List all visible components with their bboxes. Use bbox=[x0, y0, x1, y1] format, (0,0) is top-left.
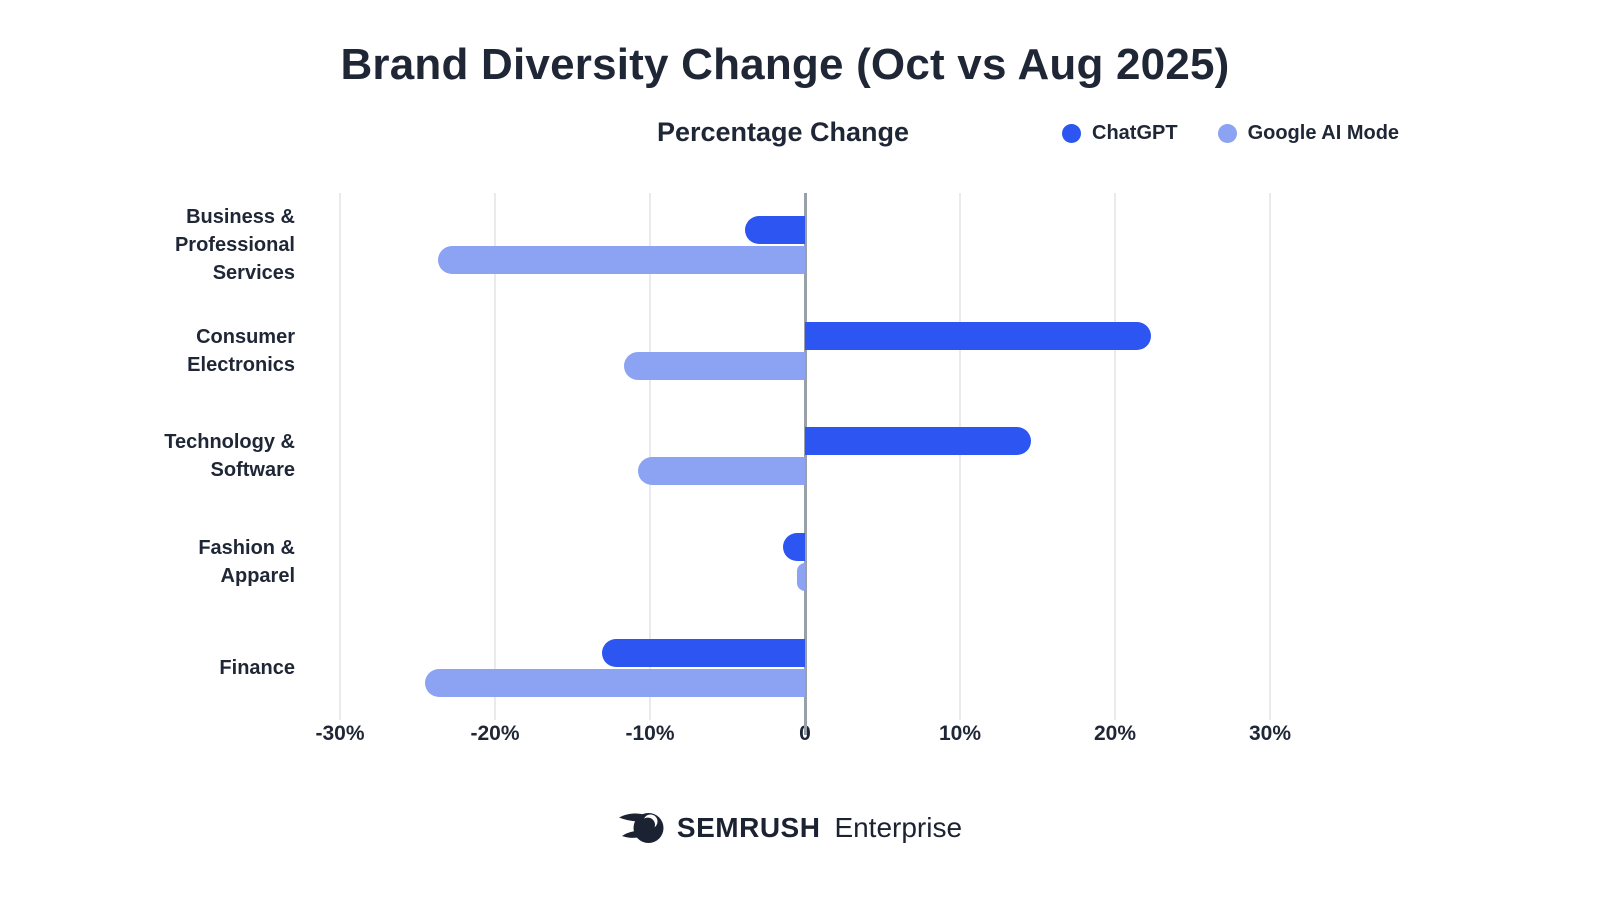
legend-label-chatgpt: ChatGPT bbox=[1092, 122, 1178, 144]
gridline bbox=[649, 193, 651, 720]
legend-item-chatgpt: ChatGPT bbox=[1062, 122, 1178, 145]
google-ai-mode-dot-icon bbox=[1217, 124, 1237, 143]
category-axis-labels: Business & Professional Services Consumer El… bbox=[90, 0, 295, 900]
bar-google-ai-mode-fashion-apparel bbox=[797, 563, 805, 591]
axis-title: Percentage Change bbox=[656, 117, 910, 147]
x-tick-label: 20% bbox=[1093, 722, 1137, 745]
x-axis: -30%-20%-10%010%20%30% bbox=[0, 722, 1600, 752]
x-tick-label: -20% bbox=[470, 722, 520, 745]
zero-axis-line bbox=[803, 193, 807, 735]
gridline bbox=[1114, 193, 1116, 720]
x-tick-label: -10% bbox=[625, 722, 675, 745]
legend-label-google-ai-mode: Google AI Mode bbox=[1247, 122, 1400, 144]
gridline bbox=[1269, 193, 1271, 720]
category-label-finance: Finance bbox=[219, 657, 295, 679]
legend-item-google-ai-mode: Google AI Mode bbox=[1217, 122, 1400, 145]
chart-title: Brand Diversity Change (Oct vs Aug 2025) bbox=[340, 40, 1230, 89]
bar-google-ai-mode-business-professional-services bbox=[437, 246, 805, 274]
bar-chatgpt-fashion-apparel bbox=[783, 533, 805, 561]
x-tick-label: 30% bbox=[1248, 722, 1292, 745]
bar-google-ai-mode-finance bbox=[425, 669, 805, 697]
gridline bbox=[959, 193, 961, 720]
x-tick-label: 10% bbox=[938, 722, 982, 745]
bar-chatgpt-business-professional-services bbox=[744, 216, 805, 244]
bar-chatgpt-technology-software bbox=[805, 427, 1032, 455]
category-label-business-professional-services: Business & Professional Services bbox=[174, 206, 295, 284]
bar-google-ai-mode-technology-software bbox=[637, 457, 805, 485]
plot-area bbox=[339, 193, 1271, 735]
gridline bbox=[339, 193, 341, 720]
legend: ChatGPT Google AI Mode bbox=[1062, 122, 1399, 145]
chatgpt-dot-icon bbox=[1062, 124, 1081, 143]
bar-chatgpt-consumer-electronics bbox=[805, 322, 1151, 350]
bar-chatgpt-finance bbox=[601, 639, 805, 667]
x-tick-label: -30% bbox=[315, 722, 365, 745]
footer-brand-suffix: Enterprise bbox=[834, 812, 963, 843]
semrush-logo-icon bbox=[618, 813, 664, 843]
gridline bbox=[494, 193, 496, 720]
category-label-consumer-electronics: Consumer Electronics bbox=[187, 326, 295, 376]
category-label-fashion-apparel: Fashion & Apparel bbox=[198, 537, 295, 587]
category-label-technology-software: Technology & Software bbox=[164, 431, 295, 481]
footer-brand: SEMRUSH Enterprise bbox=[0, 804, 1580, 852]
footer-brand-name: SEMRUSH bbox=[676, 812, 821, 843]
bar-google-ai-mode-consumer-electronics bbox=[623, 352, 805, 380]
